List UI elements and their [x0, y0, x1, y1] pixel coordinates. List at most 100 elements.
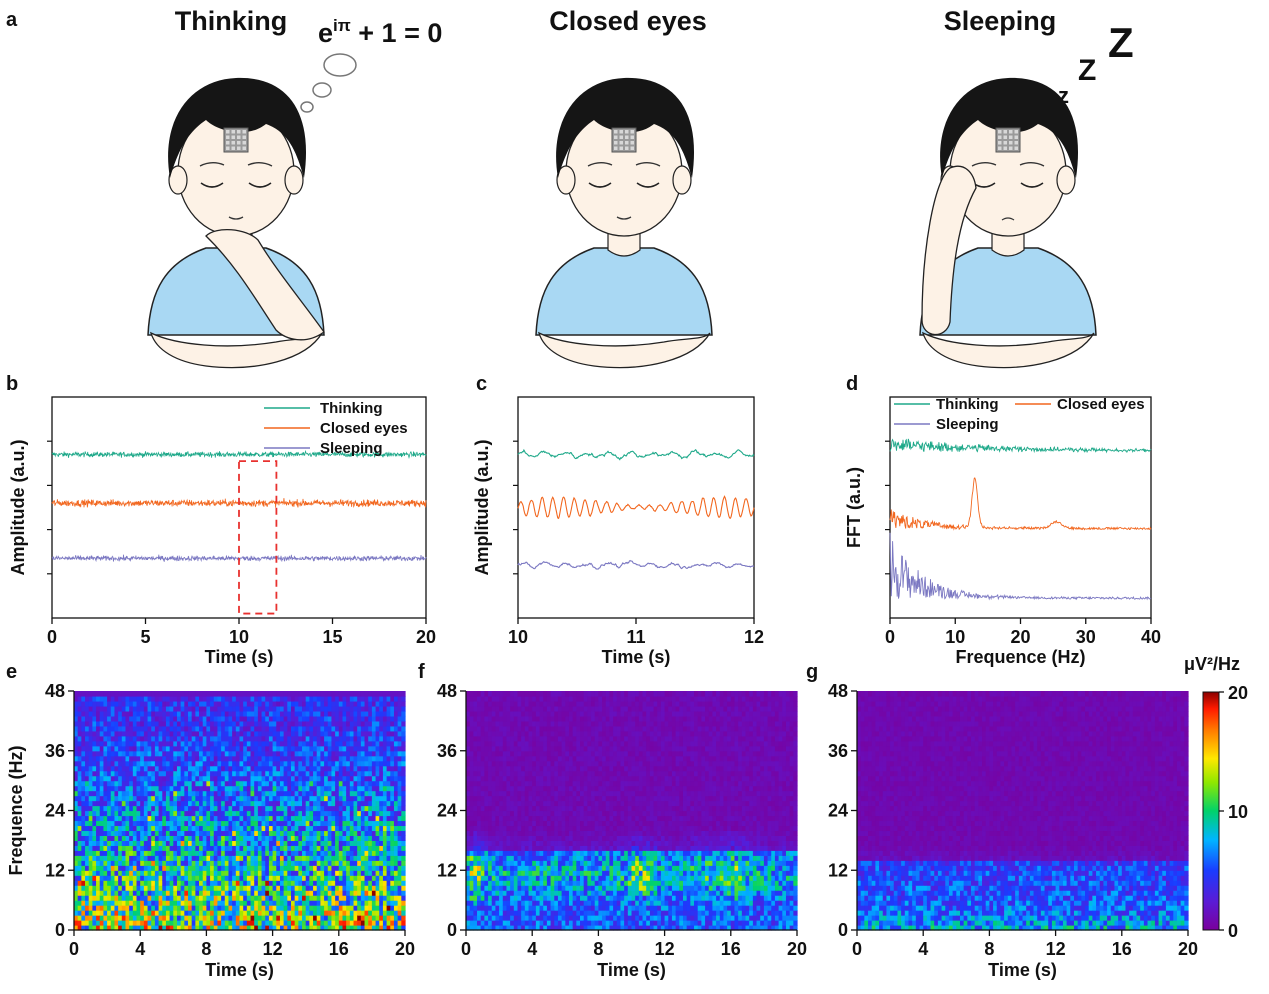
panel-e-cell [176, 920, 182, 926]
panel-e-cell [316, 740, 322, 747]
panel-e-cell [140, 795, 145, 802]
panel-e-cell [283, 870, 288, 876]
panel-e-cell [393, 760, 399, 767]
panel-e-cell [324, 691, 329, 697]
panel-e-cell [320, 790, 325, 797]
panel-e-cell [92, 700, 97, 707]
panel-e-cell [140, 760, 145, 767]
panel-e-cell [118, 905, 123, 911]
panel-e-cell [103, 890, 108, 896]
panel-e-cell [357, 840, 362, 846]
panel-e-cell [202, 835, 207, 841]
panel-e-cell [162, 855, 167, 861]
panel-e-cell [195, 805, 200, 812]
panel-e-cell [110, 910, 116, 916]
character-sleeping-patch-cell [998, 135, 1002, 139]
panel-e-cell [309, 845, 314, 851]
panel-e-cell [346, 730, 351, 737]
panel-e-cell [320, 850, 325, 856]
panel-e-cell [327, 810, 333, 817]
panel-e-cell [254, 790, 259, 797]
panel-e-cell [397, 835, 402, 841]
panel-e-cell [107, 795, 112, 802]
panel-e-cell [287, 740, 292, 747]
panel-e-cell [294, 875, 299, 881]
character-closed-eyes-patch-cell [619, 135, 623, 139]
panel-e-cell [265, 895, 270, 901]
panel-e-cell [397, 815, 402, 822]
panel-e-cell [316, 905, 322, 911]
panel-f-cell [488, 720, 493, 727]
panel-e-cell [357, 925, 362, 931]
panel-e-cell [338, 845, 344, 851]
panel-e-cell [132, 865, 138, 871]
panel-e-cell [368, 860, 373, 866]
panel-e-cell [313, 695, 318, 702]
panel-e-cell [121, 800, 127, 807]
panel-e-cell [335, 915, 340, 921]
panel-e-ytick-label: 36 [45, 741, 65, 761]
panel-e-cell [99, 775, 105, 782]
panel-e-cell [246, 695, 252, 702]
panel-e-cell [294, 800, 299, 807]
panel-e-cell [103, 745, 108, 752]
panel-e-cell [147, 800, 152, 807]
panel-e-cell [125, 895, 130, 901]
panel-e-cell [246, 705, 252, 712]
panel-e-cell [346, 855, 351, 861]
panel-e-cell [110, 795, 116, 802]
panel-e-cell [103, 870, 108, 876]
panel-e-cell [279, 920, 285, 926]
panel-e-cell [254, 695, 259, 702]
panel-e-cell [85, 785, 90, 792]
panel-e-cell [99, 735, 105, 742]
panel-e-cell [346, 750, 351, 757]
panel-e-cell [195, 855, 200, 861]
panel-e-cell [165, 785, 171, 792]
panel-e-cell [309, 700, 314, 707]
character-closed-eyes-patch-cell [614, 146, 618, 150]
panel-e-cell [327, 925, 333, 931]
panel-e-cell [165, 740, 171, 747]
panel-e-cell [213, 875, 219, 881]
panel-e-cell [143, 720, 149, 727]
panel-e-cell [294, 755, 299, 762]
panel-f-cell [469, 725, 474, 732]
panel-e-cell [118, 805, 123, 812]
panel-e-cell [169, 915, 174, 921]
panel-e-cell [265, 825, 270, 832]
panel-e-cell [393, 805, 399, 812]
panel-e-cell [165, 845, 171, 851]
panel-e-cell [92, 800, 97, 807]
panel-b-xlabel: Time (s) [205, 647, 274, 667]
panel-e-cell [99, 695, 105, 702]
panel-e-cell [379, 691, 384, 697]
panel-e-cell [107, 860, 112, 866]
panel-e-cell [390, 730, 395, 737]
panel-f-cell [491, 720, 497, 727]
panel-e-cell [265, 691, 270, 697]
panel-e-cell [272, 890, 277, 896]
character-illustrations [147, 77, 1097, 369]
panel-e-cell [364, 695, 369, 702]
panel-e-cell [221, 790, 226, 797]
panel-e-cell [298, 910, 303, 916]
panel-e-cell [346, 925, 351, 931]
panel-e-cell [261, 755, 266, 762]
panel-e-cell [228, 780, 233, 787]
panel-e-cell [99, 730, 105, 737]
panel-e-cell [265, 800, 270, 807]
panel-e-cell [173, 745, 178, 752]
panel-e-cell [121, 875, 127, 881]
panel-e-cell [243, 735, 248, 742]
panel-e-cell [81, 845, 86, 851]
panel-e-cell [327, 825, 333, 832]
panel-e-cell [88, 710, 93, 717]
panel-e-cell [162, 715, 167, 722]
panel-e-cell [118, 860, 123, 866]
panel-e-cell [353, 900, 358, 906]
panel-e-cell [320, 805, 325, 812]
panel-e-cell [371, 725, 377, 732]
panel-d-legend-sleeping: Sleeping [936, 416, 999, 433]
